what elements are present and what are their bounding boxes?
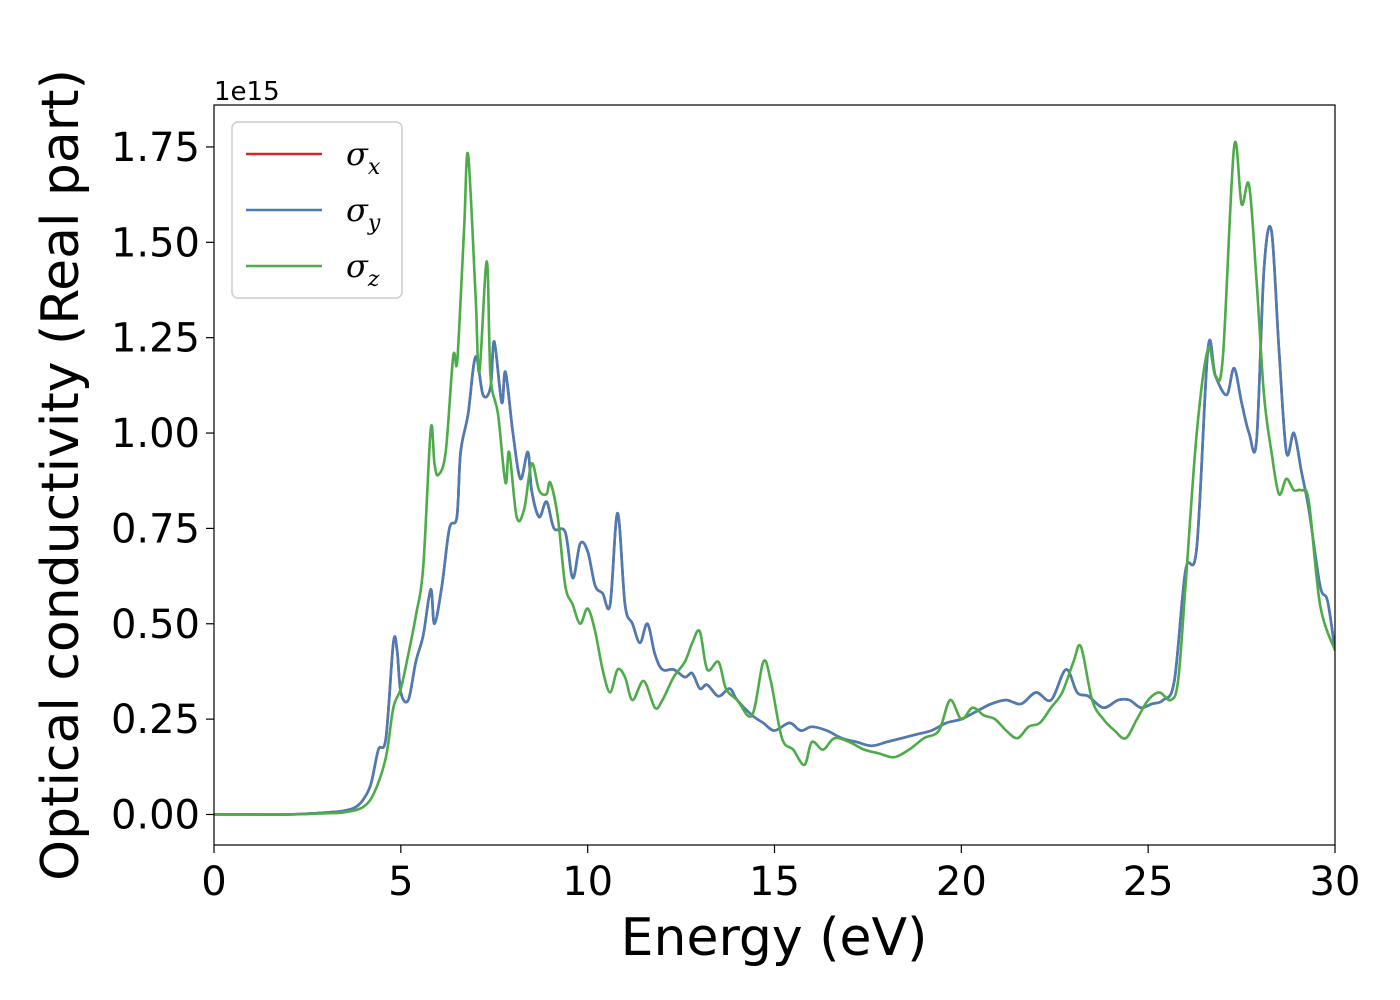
legend-label-x: σx: [346, 135, 381, 180]
series-layer: [214, 140, 1335, 816]
y-axis: 0.00 0.25 0.50 0.75 1.00 1.25 1.50 1.75: [111, 125, 214, 838]
x-axis: 0 5 10 15 20 25 30: [201, 845, 1360, 905]
series-line-z: [214, 140, 1335, 816]
y-tick-label: 0.00: [111, 792, 200, 838]
legend-label-y: σy: [346, 191, 381, 236]
y-offset-label: 1e15: [214, 77, 280, 107]
y-tick-label: 1.50: [111, 220, 200, 266]
x-axis-label: Energy (eV): [621, 908, 928, 968]
x-tick-label: 25: [1123, 859, 1174, 905]
x-tick-label: 30: [1310, 859, 1361, 905]
y-tick-label: 0.75: [111, 506, 200, 552]
x-tick-label: 10: [562, 859, 613, 905]
y-tick-label: 1.75: [111, 125, 200, 171]
series-line-y: [214, 224, 1335, 816]
y-axis-label: Optical conductivity (Real part): [31, 69, 91, 881]
x-tick-label: 20: [936, 859, 987, 905]
y-tick-label: 0.25: [111, 697, 200, 743]
x-tick-label: 15: [749, 859, 800, 905]
y-tick-label: 1.25: [111, 316, 200, 362]
y-tick-label: 1.00: [111, 411, 200, 457]
legend-label-z: σz: [346, 247, 380, 292]
legend: σx σy σz: [231, 121, 403, 299]
y-tick-label: 0.50: [111, 602, 200, 648]
x-tick-label: 0: [201, 859, 226, 905]
x-tick-label: 5: [388, 859, 413, 905]
